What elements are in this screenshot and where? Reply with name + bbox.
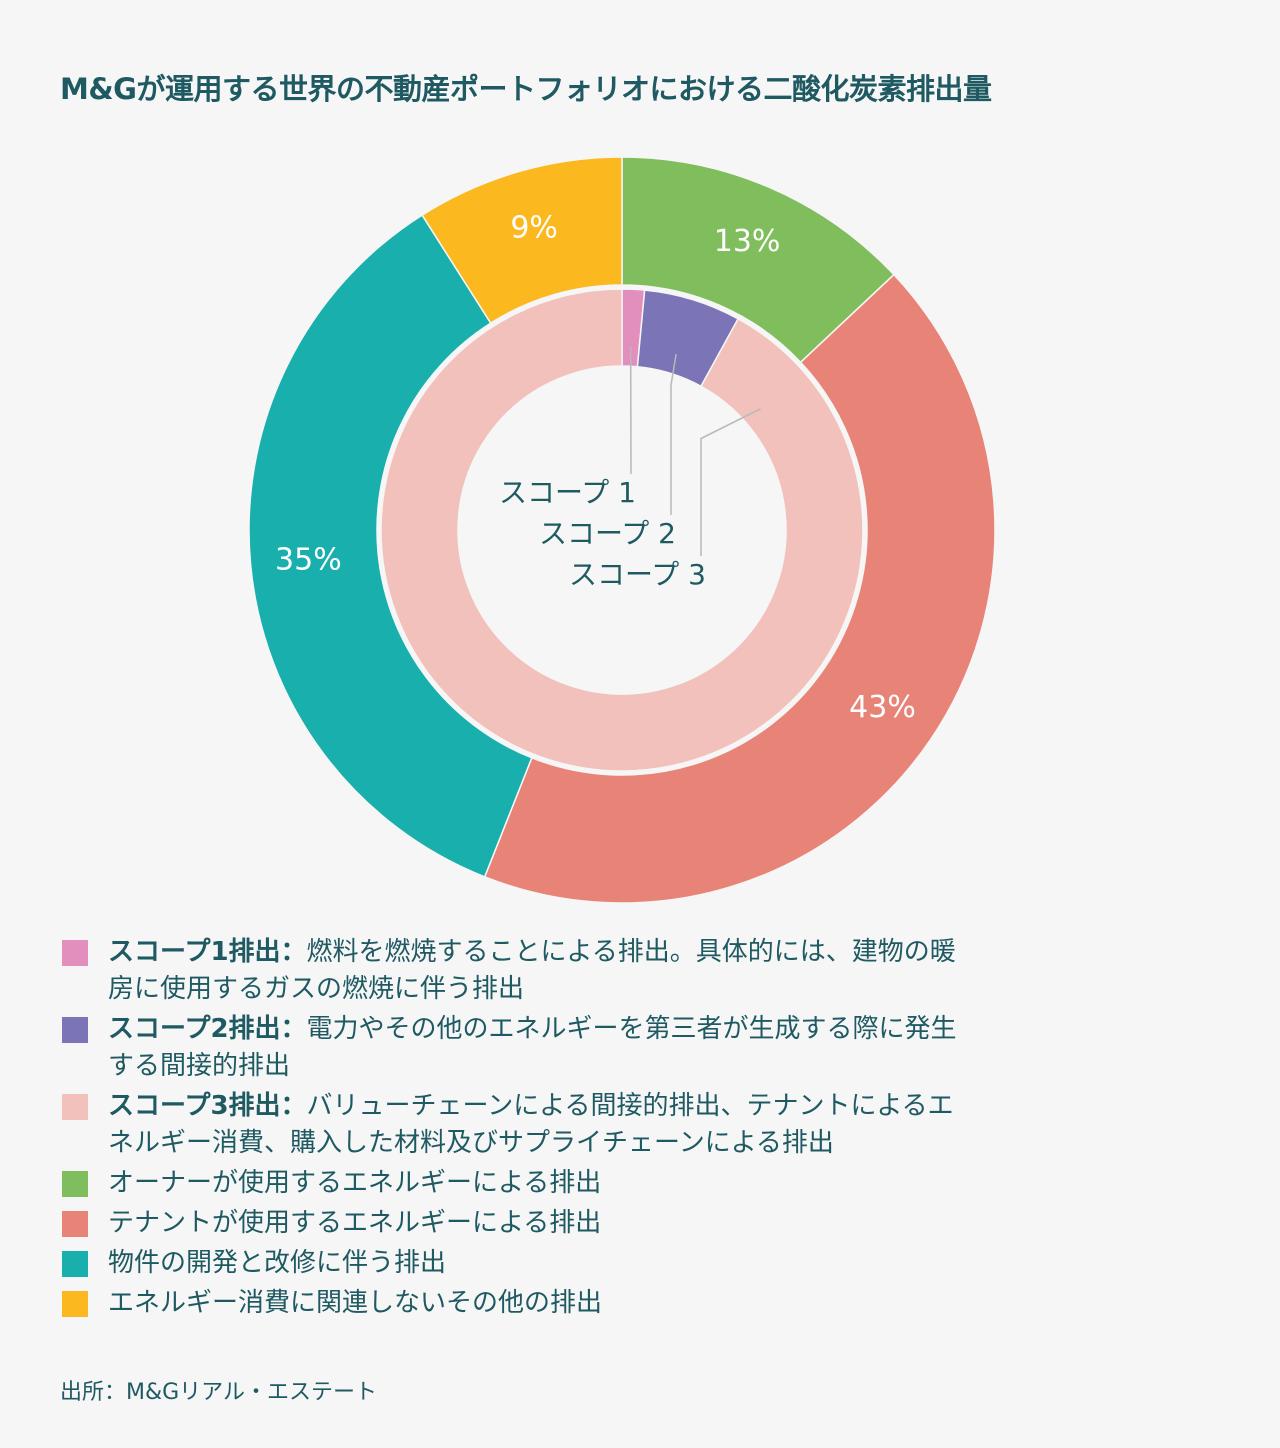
- donut-chart: 13% 43% 35% 9% スコープ 1 スコープ 2 スコープ 3: [248, 156, 996, 904]
- scope-label-2: スコープ 2: [539, 517, 676, 550]
- legend-text: エネルギー消費に関連しないその他の排出: [108, 1288, 603, 1318]
- outer-slice-label-1: 13%: [714, 224, 781, 259]
- legend-text: オーナーが使用するエネルギーによる排出: [108, 1168, 602, 1198]
- legend-item: エネルギー消費に関連しないその他の排出: [62, 1285, 962, 1322]
- legend: スコープ1排出：燃料を燃焼することによる排出。具体的には、建物の暖房に使用するガ…: [62, 934, 962, 1325]
- outer-slice-label-2: 43%: [849, 690, 916, 725]
- source-note: 出所：M&Gリアル・エステート: [60, 1380, 377, 1405]
- inner-ring: [377, 285, 867, 775]
- legend-swatch: [62, 940, 88, 966]
- legend-item: テナントが使用するエネルギーによる排出: [62, 1205, 962, 1242]
- legend-swatch: [62, 1291, 88, 1317]
- outer-slice-label-3: 35%: [275, 543, 342, 578]
- legend-name: スコープ1排出：: [108, 937, 307, 967]
- legend-item: スコープ1排出：燃料を燃焼することによる排出。具体的には、建物の暖房に使用するガ…: [62, 934, 962, 1008]
- outer-ring: [248, 156, 996, 904]
- chart-title: M&Gが運用する世界の不動産ポートフォリオにおける二酸化炭素排出量: [60, 72, 992, 106]
- legend-swatch: [62, 1094, 88, 1120]
- scope-callouts: スコープ 1 スコープ 2 スコープ 3: [499, 346, 761, 591]
- legend-swatch: [62, 1017, 88, 1043]
- legend-name: スコープ2排出：: [108, 1014, 307, 1044]
- legend-text: 燃料を燃焼することによる排出。具体的には、建物の暖房に使用するガスの燃焼に伴う排…: [108, 937, 956, 1004]
- legend-item: 物件の開発と改修に伴う排出: [62, 1245, 962, 1282]
- legend-name: スコープ3排出：: [108, 1091, 307, 1121]
- inner-slice-3: [380, 288, 864, 772]
- legend-swatch: [62, 1171, 88, 1197]
- legend-text: バリューチェーンによる間接的排出、テナントによるエネルギー消費、購入した材料及び…: [108, 1091, 954, 1158]
- legend-item: スコープ3排出：バリューチェーンによる間接的排出、テナントによるエネルギー消費、…: [62, 1088, 962, 1162]
- scope-label-3: スコープ 3: [569, 558, 706, 591]
- legend-item: スコープ2排出：電力やその他のエネルギーを第三者が生成する際に発生する間接的排出: [62, 1011, 962, 1085]
- outer-labels: 13% 43% 35% 9%: [275, 211, 916, 726]
- legend-swatch: [62, 1251, 88, 1277]
- callout-line-3: [700, 408, 761, 556]
- ring-separator: [377, 285, 867, 775]
- legend-item: オーナーが使用するエネルギーによる排出: [62, 1165, 962, 1202]
- outer-slice-label-4: 9%: [510, 211, 558, 246]
- legend-text: テナントが使用するエネルギーによる排出: [108, 1208, 602, 1238]
- callout-line-2: [670, 354, 677, 515]
- scope-label-1: スコープ 1: [499, 476, 636, 509]
- legend-text: 物件の開発と改修に伴う排出: [108, 1248, 447, 1278]
- legend-text: 電力やその他のエネルギーを第三者が生成する際に発生する間接的排出: [108, 1014, 957, 1081]
- legend-swatch: [62, 1211, 88, 1237]
